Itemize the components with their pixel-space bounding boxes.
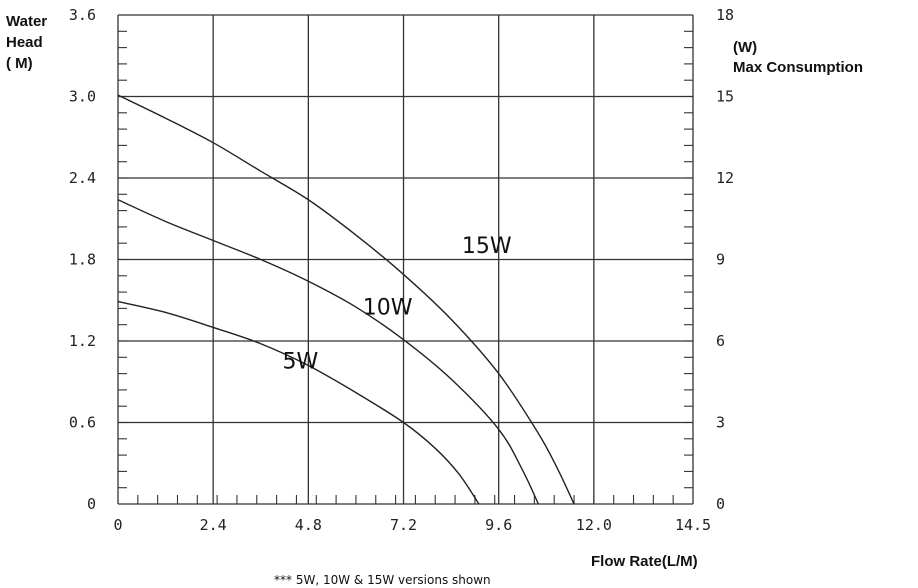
y-tick-label-0: 0 bbox=[87, 495, 96, 513]
x-tick-label-6: 14.5 bbox=[675, 516, 711, 534]
y-tick-label-5: 3.0 bbox=[69, 88, 96, 106]
series-label-10w: 10W bbox=[363, 295, 413, 320]
series-label-15w: 15W bbox=[462, 234, 512, 259]
y2-tick-label-4: 12 bbox=[716, 169, 734, 187]
y-tick-label-6: 3.6 bbox=[69, 6, 96, 24]
y-axis-title-line1: Water bbox=[6, 13, 47, 30]
y-tick-label-4: 2.4 bbox=[69, 169, 96, 187]
y-tick-labels: 0 0.6 1.2 1.8 2.4 3.0 3.6 bbox=[69, 6, 96, 513]
y-axis-title-line2: Head bbox=[6, 34, 43, 51]
series-line-5w bbox=[117, 300, 480, 505]
x-tick-label-3: 7.2 bbox=[390, 516, 417, 534]
x-tick-labels: 0 2.4 4.8 7.2 9.6 12.0 14.5 bbox=[113, 516, 711, 534]
y2-tick-label-2: 6 bbox=[716, 332, 725, 350]
y-tick-label-1: 0.6 bbox=[69, 414, 96, 432]
x-tick-label-0: 0 bbox=[113, 516, 122, 534]
series-line-15w bbox=[117, 94, 575, 505]
x-tick-label-4: 9.6 bbox=[485, 516, 512, 534]
x-tick-label-1: 2.4 bbox=[200, 516, 227, 534]
minor-ticks bbox=[118, 30, 693, 504]
series-labels: 5W 10W 15W bbox=[283, 234, 512, 374]
y2-axis-title-line2: Max Consumption bbox=[733, 59, 863, 76]
series-line-10w bbox=[117, 199, 539, 505]
y2-tick-label-3: 9 bbox=[716, 251, 725, 269]
grid-lines bbox=[117, 14, 694, 505]
series-curves bbox=[117, 94, 575, 505]
y2-tick-label-6: 18 bbox=[716, 6, 734, 24]
footnote: *** 5W, 10W & 15W versions shown bbox=[274, 573, 491, 587]
x-axis-title: Flow Rate(L/M) bbox=[591, 553, 698, 570]
x-tick-label-2: 4.8 bbox=[295, 516, 322, 534]
y2-tick-label-5: 15 bbox=[716, 88, 734, 106]
y-tick-label-3: 1.8 bbox=[69, 251, 96, 269]
series-label-5w: 5W bbox=[283, 350, 319, 375]
y2-axis-title-line1: (W) bbox=[733, 39, 757, 56]
y2-tick-label-1: 3 bbox=[716, 414, 725, 432]
y-axis-title-line3: ( M) bbox=[6, 55, 33, 72]
y-tick-label-2: 1.2 bbox=[69, 332, 96, 350]
x-tick-label-5: 12.0 bbox=[576, 516, 612, 534]
y2-tick-labels: 0 3 6 9 12 15 18 bbox=[716, 6, 734, 513]
y2-tick-label-0: 0 bbox=[716, 495, 725, 513]
